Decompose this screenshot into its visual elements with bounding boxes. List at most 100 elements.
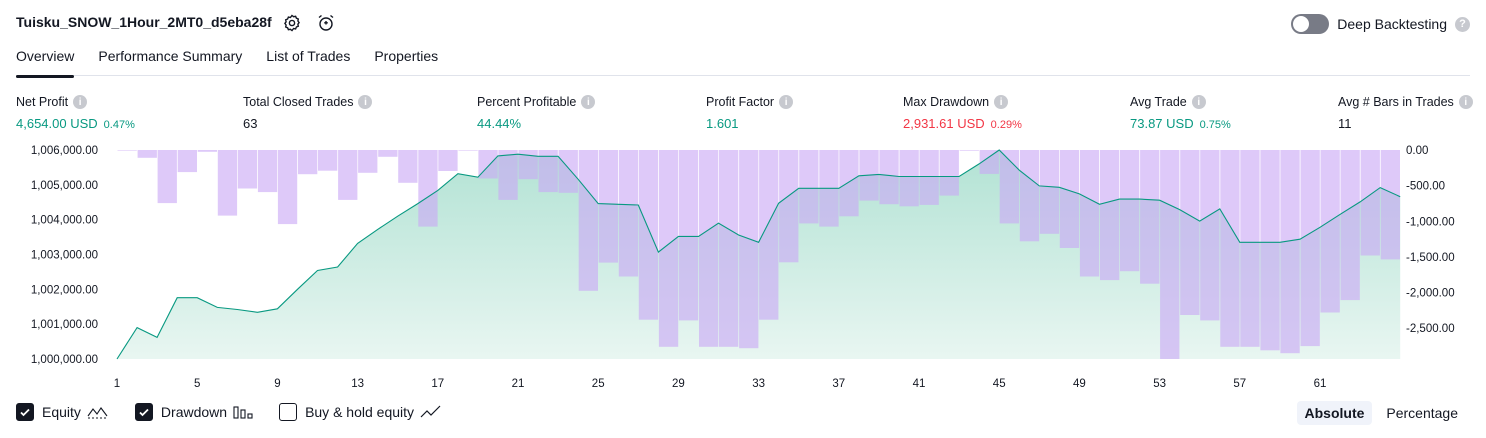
- metric-value: 63: [243, 116, 257, 131]
- line-chart-icon: [87, 405, 109, 419]
- left-axis-tick: 1,000,000.00: [31, 354, 98, 366]
- metric-percent: 0.29%: [991, 119, 1022, 131]
- toggle-switch[interactable]: [1291, 14, 1329, 34]
- drawdown-bar: [1060, 150, 1079, 248]
- deep-backtesting-toggle[interactable]: Deep Backtesting ?: [1291, 14, 1470, 34]
- drawdown-bar: [1220, 150, 1239, 347]
- info-icon[interactable]: i: [779, 95, 793, 109]
- drawdown-bar: [218, 150, 237, 216]
- x-axis-tick: 1: [114, 378, 120, 390]
- x-axis-tick: 13: [351, 378, 364, 390]
- tab-overview[interactable]: Overview: [16, 48, 74, 76]
- x-axis-tick: 33: [752, 378, 765, 390]
- x-axis-tick: 37: [832, 378, 845, 390]
- drawdown-bar: [1020, 150, 1039, 241]
- metric-percent: 0.47%: [104, 119, 135, 131]
- absolute-button[interactable]: Absolute: [1297, 401, 1373, 425]
- drawdown-bar: [1120, 150, 1139, 271]
- buy-hold-toggle[interactable]: Buy & hold equity: [279, 403, 442, 421]
- drawdown-bar: [579, 150, 598, 291]
- drawdown-bar: [559, 150, 578, 193]
- drawdown-bar: [619, 150, 638, 277]
- drawdown-bar: [298, 150, 317, 174]
- x-axis-tick: 9: [274, 378, 280, 390]
- drawdown-bar: [1080, 150, 1099, 277]
- info-icon[interactable]: i: [994, 95, 1008, 109]
- drawdown-bar: [920, 150, 939, 205]
- percentage-button[interactable]: Percentage: [1378, 401, 1466, 425]
- equity-drawdown-chart[interactable]: 1,006,000.00 1,005,000.00 1,004,000.00 1,00…: [0, 140, 1486, 395]
- alarm-clock-icon[interactable]: [316, 13, 336, 33]
- info-icon[interactable]: i: [1192, 95, 1206, 109]
- drawdown-bar: [1200, 150, 1219, 320]
- right-axis-tick: -1,000.00: [1406, 216, 1455, 228]
- drawdown-bar: [1180, 150, 1199, 315]
- drawdown-bar: [1140, 150, 1159, 284]
- metric-avg-bars: Avg # Bars in Trades i 11: [1338, 94, 1473, 131]
- drawdown-bar: [378, 150, 397, 157]
- x-axis-tick: 45: [993, 378, 1006, 390]
- metric-label: Profit Factor: [706, 95, 774, 109]
- tab-bar: Overview Performance Summary List of Tra…: [16, 48, 1470, 76]
- drawdown-bar: [438, 150, 457, 171]
- tab-properties[interactable]: Properties: [374, 48, 438, 76]
- info-icon[interactable]: i: [358, 95, 372, 109]
- left-axis-tick: 1,005,000.00: [31, 180, 98, 192]
- metric-value: 73.87 USD: [1130, 116, 1194, 131]
- metric-percent: 0.75%: [1200, 119, 1231, 131]
- equity-toggle[interactable]: Equity: [16, 403, 109, 421]
- tab-list-of-trades[interactable]: List of Trades: [266, 48, 350, 76]
- info-icon[interactable]: i: [1459, 95, 1473, 109]
- metric-label: Total Closed Trades: [243, 95, 353, 109]
- drawdown-bar: [879, 150, 898, 204]
- drawdown-bar: [118, 150, 137, 151]
- drawdown-checkbox[interactable]: [135, 403, 153, 421]
- drawdown-bar: [398, 150, 417, 183]
- drawdown-bar: [1040, 150, 1059, 234]
- x-axis-tick: 21: [512, 378, 525, 390]
- equity-checkbox[interactable]: [16, 403, 34, 421]
- buy-hold-checkbox[interactable]: [279, 403, 297, 421]
- drawdown-bar: [158, 150, 177, 203]
- left-axis-tick: 1,003,000.00: [31, 250, 98, 262]
- metric-value: 11: [1338, 116, 1352, 131]
- help-icon[interactable]: ?: [1455, 17, 1470, 32]
- right-axis-tick: -2,500.00: [1406, 323, 1455, 335]
- tab-performance-summary[interactable]: Performance Summary: [98, 48, 242, 76]
- x-axis-tick: 49: [1073, 378, 1086, 390]
- metric-value: 4,654.00 USD: [16, 116, 98, 131]
- metric-label: Avg # Bars in Trades: [1338, 95, 1454, 109]
- metric-net-profit: Net Profit i 4,654.00 USD 0.47%: [16, 94, 135, 131]
- drawdown-label: Drawdown: [161, 404, 227, 420]
- drawdown-bar: [278, 150, 297, 224]
- drawdown-bar: [599, 150, 618, 263]
- drawdown-bar: [138, 150, 157, 158]
- drawdown-bar: [1280, 150, 1299, 353]
- drawdown-bar: [1100, 150, 1119, 280]
- drawdown-bar: [198, 150, 217, 152]
- drawdown-bar: [1260, 150, 1279, 350]
- drawdown-bar: [338, 150, 357, 200]
- drawdown-bar: [719, 150, 738, 347]
- metric-label: Percent Profitable: [477, 95, 576, 109]
- right-axis-tick: -2,000.00: [1406, 288, 1455, 300]
- buy-hold-label: Buy & hold equity: [305, 404, 414, 420]
- drawdown-bar: [1000, 150, 1019, 223]
- drawdown-bar: [1381, 150, 1400, 259]
- metric-label: Net Profit: [16, 95, 68, 109]
- metric-value: 2,931.61 USD: [903, 116, 985, 131]
- right-axis-tick: -1,500.00: [1406, 252, 1455, 264]
- drawdown-toggle[interactable]: Drawdown: [135, 403, 253, 421]
- drawdown-bar: [900, 150, 919, 206]
- chart-legend: Equity Drawdown Buy & hold equity: [16, 403, 468, 421]
- info-icon[interactable]: i: [581, 95, 595, 109]
- left-axis-tick: 1,001,000.00: [31, 319, 98, 331]
- drawdown-bar: [799, 150, 818, 223]
- display-mode-switch: Absolute Percentage: [1297, 401, 1467, 425]
- drawdown-bar: [940, 150, 959, 196]
- x-axis-tick: 17: [431, 378, 444, 390]
- drawdown-bar: [418, 150, 437, 227]
- x-axis-tick: 53: [1153, 378, 1166, 390]
- info-icon[interactable]: i: [73, 95, 87, 109]
- gear-icon[interactable]: [282, 13, 302, 33]
